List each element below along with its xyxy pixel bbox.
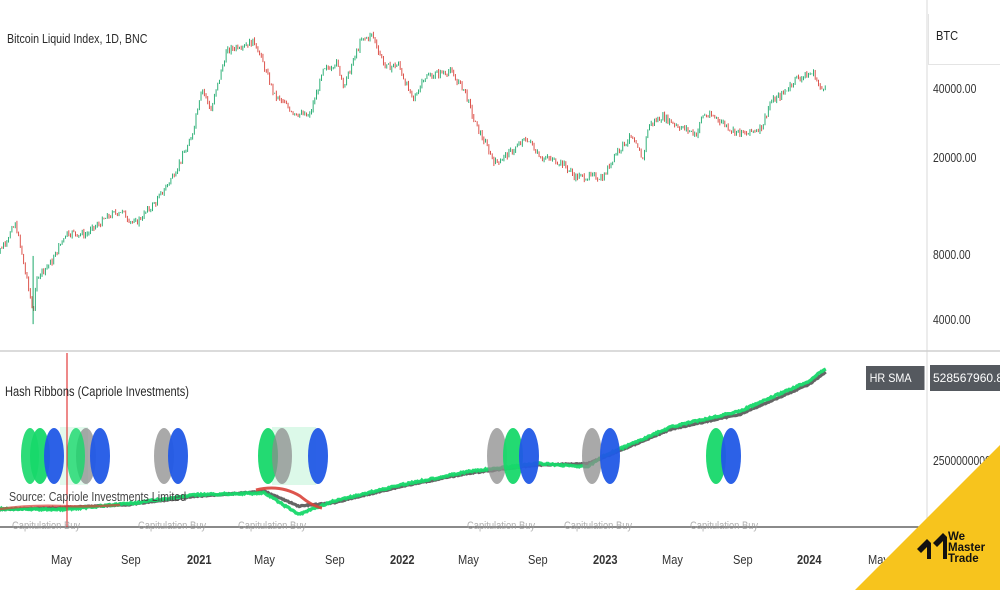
brand-line: Trade [948, 553, 979, 565]
brand-logo [855, 445, 1000, 590]
time-axis-label: May [662, 552, 683, 567]
hr-capitulation-segment [0, 503, 121, 511]
capitulation-marker [308, 428, 328, 484]
capitulation-marker [706, 428, 726, 484]
hash-ribbon-series [0, 367, 827, 516]
capitulation-marker [272, 428, 292, 484]
brand-text: We Master Trade [948, 531, 986, 565]
hr-sma-short-line [0, 367, 827, 516]
capitulation-markers [21, 427, 741, 485]
capitulation-marker [90, 428, 110, 484]
capitulation-marker [503, 428, 523, 484]
capitulation-marker [582, 428, 602, 484]
price-axis-label: 8000.00 [933, 247, 971, 262]
signal-label: Capitulation Buy [690, 520, 759, 532]
capitulation-marker [67, 428, 85, 484]
capitulation-marker [258, 428, 278, 484]
signal-label: Capitulation Buy [138, 520, 207, 532]
wmt-mark-icon [917, 533, 947, 559]
indicator-title: Hash Ribbons (Capriole Investments) [5, 384, 189, 399]
time-axis-label: 2023 [593, 552, 618, 567]
hr-capitulation-segment [255, 486, 323, 510]
time-axis-label: Sep [325, 552, 345, 567]
time-axis-label: Sep [121, 552, 141, 567]
brand-line: We [948, 531, 966, 543]
signal-label: Capitulation Buy [238, 520, 307, 532]
capitulation-marker [44, 428, 64, 484]
price-axis-label: 4000.00 [933, 312, 971, 327]
capitulation-marker [721, 428, 741, 484]
time-axis-label: May [254, 552, 275, 567]
capitulation-marker [154, 428, 174, 484]
price-series [0, 31, 826, 325]
brand-line: Master [948, 542, 986, 554]
time-axis-label: 2022 [390, 552, 415, 567]
ticker-symbol[interactable]: BTC [936, 28, 959, 43]
indicator-source: Source: Capriole Investments Limited [9, 489, 187, 504]
capitulation-marker [600, 428, 620, 484]
ticker-box[interactable] [928, 14, 1000, 65]
capitulation-marker [168, 428, 188, 484]
hr-sma-long-value: 528567960.83 [930, 365, 1000, 391]
signal-label: Capitulation Buy [467, 520, 536, 532]
time-axis-label: 2021 [187, 552, 212, 567]
signal-label: Capitulation Buy [12, 520, 81, 532]
chart-title: Bitcoin Liquid Index, 1D, BNC [7, 31, 148, 46]
capitulation-marker [21, 428, 39, 484]
signal-label: Capitulation Buy [564, 520, 633, 532]
price-axis-label: 20000.00 [933, 150, 977, 165]
capitulation-marker [487, 428, 507, 484]
price-axis-label: 40000.00 [933, 81, 977, 96]
capitulation-marker [519, 428, 539, 484]
time-axis-label: May [458, 552, 479, 567]
time-axis-label: May [51, 552, 72, 567]
time-axis-label: 2024 [797, 552, 822, 567]
hr-sma-long-tag: HR SMA Long [866, 366, 925, 409]
logo-corner [855, 445, 1000, 590]
time-axis-label: Sep [733, 552, 753, 567]
time-axis-label: Sep [528, 552, 548, 567]
